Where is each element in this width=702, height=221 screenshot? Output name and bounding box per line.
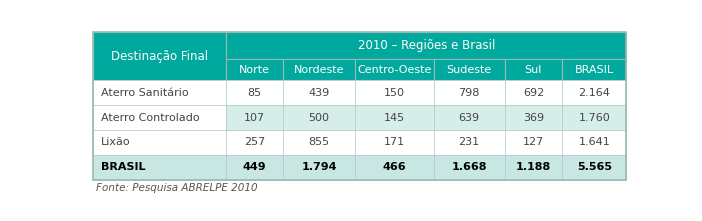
Bar: [355, 59, 434, 80]
Bar: [284, 59, 355, 80]
Text: 1.794: 1.794: [301, 162, 337, 172]
Text: 145: 145: [383, 113, 404, 123]
Bar: [93, 32, 626, 180]
Bar: [562, 80, 626, 105]
Text: Centro-Oeste: Centro-Oeste: [357, 65, 431, 75]
Bar: [93, 32, 226, 80]
Bar: [434, 130, 505, 155]
Bar: [284, 105, 355, 130]
Text: 171: 171: [383, 137, 404, 147]
Bar: [355, 105, 434, 130]
Bar: [505, 155, 562, 180]
Bar: [505, 105, 562, 130]
Bar: [434, 59, 505, 80]
Text: 150: 150: [383, 88, 404, 98]
Bar: [505, 130, 562, 155]
Text: Aterro Sanitário: Aterro Sanitário: [101, 88, 189, 98]
Text: 1.668: 1.668: [451, 162, 487, 172]
Text: 639: 639: [458, 113, 479, 123]
Bar: [226, 80, 284, 105]
Text: 855: 855: [308, 137, 329, 147]
Bar: [226, 130, 284, 155]
Text: 369: 369: [523, 113, 544, 123]
Bar: [226, 105, 284, 130]
Bar: [284, 130, 355, 155]
Bar: [355, 155, 434, 180]
Text: Norte: Norte: [239, 65, 270, 75]
Bar: [562, 105, 626, 130]
Bar: [505, 59, 562, 80]
Bar: [505, 80, 562, 105]
Text: 2010 – Regiões e Brasil: 2010 – Regiões e Brasil: [357, 39, 495, 52]
Bar: [562, 59, 626, 80]
Text: 466: 466: [383, 162, 406, 172]
Text: 439: 439: [308, 88, 330, 98]
Bar: [226, 155, 284, 180]
Bar: [434, 80, 505, 105]
Bar: [434, 105, 505, 130]
Text: Destinação Final: Destinação Final: [111, 50, 208, 63]
Text: 798: 798: [458, 88, 479, 98]
Bar: [93, 105, 226, 130]
Bar: [226, 59, 284, 80]
Bar: [434, 155, 505, 180]
Text: BRASIL: BRASIL: [575, 65, 614, 75]
Bar: [226, 32, 626, 59]
Text: Lixão: Lixão: [101, 137, 131, 147]
Text: Nordeste: Nordeste: [293, 65, 344, 75]
Bar: [93, 130, 226, 155]
Text: Aterro Controlado: Aterro Controlado: [101, 113, 200, 123]
Text: 5.565: 5.565: [577, 162, 611, 172]
Text: Fonte: Pesquisa ABRELPE 2010: Fonte: Pesquisa ABRELPE 2010: [96, 183, 258, 193]
Bar: [562, 155, 626, 180]
Bar: [93, 80, 226, 105]
Text: 1.641: 1.641: [578, 137, 610, 147]
Bar: [355, 80, 434, 105]
Text: 1.760: 1.760: [578, 113, 610, 123]
Text: 500: 500: [308, 113, 329, 123]
Bar: [355, 130, 434, 155]
Bar: [284, 155, 355, 180]
Text: 449: 449: [243, 162, 267, 172]
Text: 692: 692: [523, 88, 544, 98]
Text: 1.188: 1.188: [516, 162, 551, 172]
Bar: [562, 130, 626, 155]
Text: 85: 85: [248, 88, 262, 98]
Text: 127: 127: [523, 137, 544, 147]
Text: 107: 107: [244, 113, 265, 123]
Text: 257: 257: [244, 137, 265, 147]
Text: BRASIL: BRASIL: [101, 162, 145, 172]
Bar: [93, 155, 226, 180]
Text: 231: 231: [458, 137, 479, 147]
Text: Sul: Sul: [524, 65, 542, 75]
Bar: [284, 80, 355, 105]
Text: 2.164: 2.164: [578, 88, 610, 98]
Text: Sudeste: Sudeste: [446, 65, 492, 75]
